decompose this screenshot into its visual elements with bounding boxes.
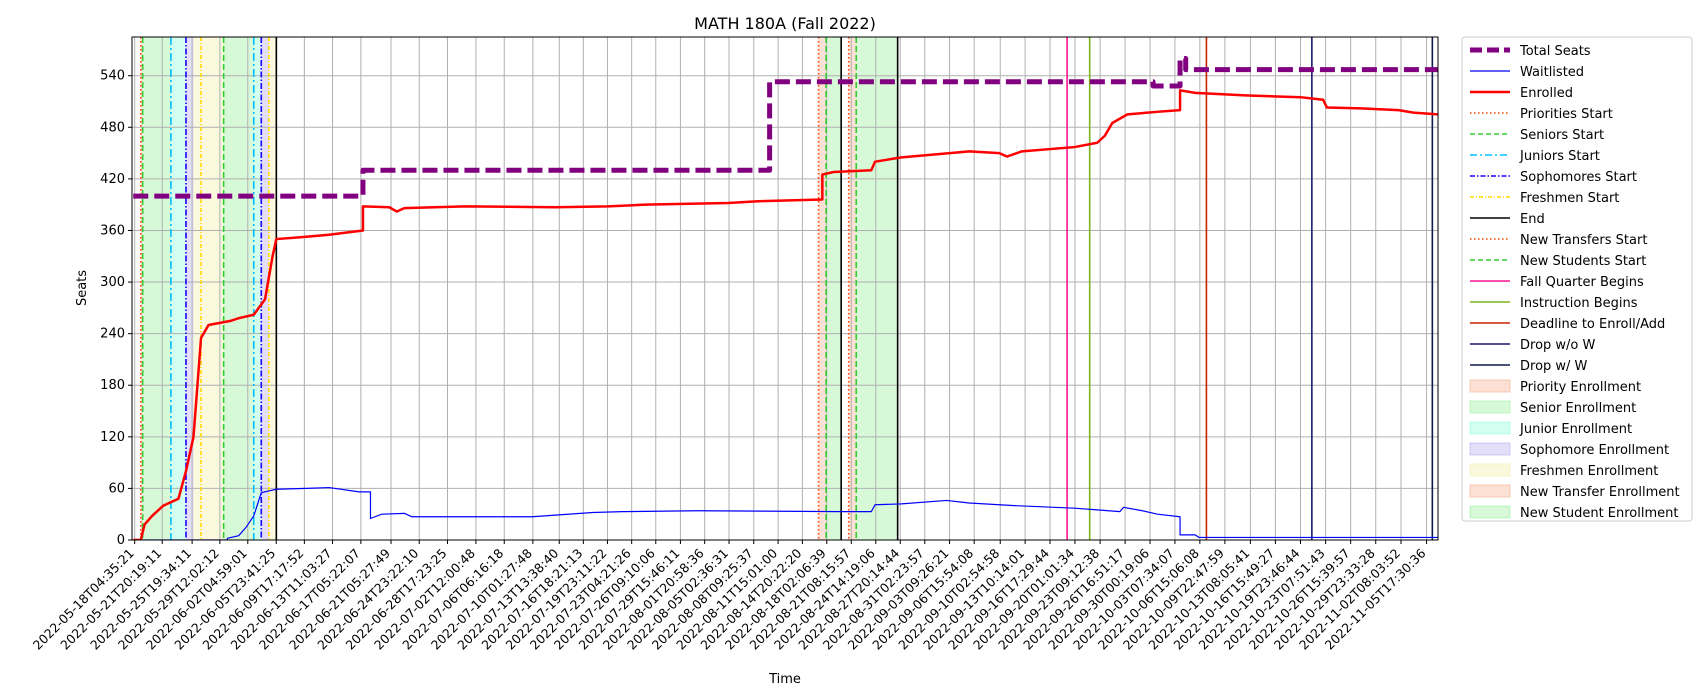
grid — [132, 37, 1438, 540]
y-tick-label: 240 — [100, 327, 125, 342]
legend-label: Sophomores Start — [1520, 170, 1637, 185]
legend-item-new-students-start: New Students Start — [1470, 254, 1646, 269]
junior-enrollment-span — [170, 37, 186, 540]
x-axis-label: Time — [768, 672, 801, 687]
legend-item-freshmen-enrollment: Freshmen Enrollment — [1469, 463, 1658, 479]
legend-label: Senior Enrollment — [1520, 401, 1636, 416]
legend-item-total-seats: Total Seats — [1470, 44, 1591, 59]
legend-label: Freshmen Start — [1520, 191, 1619, 206]
legend-item-priority-enrollment: Priority Enrollment — [1469, 379, 1641, 395]
legend-item-juniors-start: Juniors Start — [1470, 149, 1600, 164]
priority-enrollment-span — [140, 37, 143, 540]
legend-swatch — [1469, 463, 1511, 477]
legend-label: Waitlisted — [1520, 65, 1584, 80]
legend-item-waitlisted: Waitlisted — [1470, 65, 1584, 80]
legend: Total Seats Waitlisted Enrolled Priorities … — [1461, 36, 1693, 522]
legend-label: New Student Enrollment — [1520, 506, 1678, 521]
legend-item-drop-w-o-w: Drop w/o W — [1470, 338, 1596, 353]
legend-item-sophomore-enrollment: Sophomore Enrollment — [1469, 442, 1669, 458]
legend-swatch — [1469, 442, 1511, 456]
senior-enrollment-span — [142, 37, 171, 540]
legend-label: Drop w/ W — [1520, 359, 1588, 374]
legend-swatch — [1469, 400, 1511, 414]
legend-label: Seniors Start — [1520, 128, 1604, 143]
sophomore-enrollment-span — [261, 37, 269, 540]
legend-item-senior-enrollment: Senior Enrollment — [1469, 400, 1636, 416]
y-tick-label: 420 — [100, 172, 125, 187]
legend-label: Deadline to Enroll/Add — [1520, 317, 1665, 332]
y-tick-label: 0 — [117, 533, 125, 548]
senior-enrollment-span — [223, 37, 254, 540]
junior-enrollment-span — [253, 37, 262, 540]
legend-item-fall-quarter-begins: Fall Quarter Begins — [1470, 275, 1644, 290]
legend-item-seniors-start: Seniors Start — [1470, 128, 1604, 143]
legend-item-junior-enrollment: Junior Enrollment — [1469, 421, 1632, 437]
sophomore-enrollment-span — [185, 37, 194, 540]
legend-label: Priority Enrollment — [1520, 380, 1641, 395]
y-axis: 0 60 120 180 240 300 360 420 480 540 — [100, 69, 132, 548]
legend-item-drop-w-w: Drop w/ W — [1470, 359, 1588, 374]
y-tick-label: 120 — [100, 430, 125, 445]
legend-label: Drop w/o W — [1520, 338, 1596, 353]
legend-box — [1461, 36, 1693, 522]
legend-label: End — [1520, 212, 1545, 227]
legend-item-new-transfer-enrollment: New Transfer Enrollment — [1469, 484, 1680, 500]
legend-label: New Students Start — [1520, 254, 1646, 269]
legend-item-new-transfers-start: New Transfers Start — [1470, 233, 1647, 248]
shaded-periods — [140, 37, 898, 540]
legend-item-priorities-start: Priorities Start — [1470, 107, 1613, 122]
legend-swatch — [1469, 421, 1511, 435]
enrolled-series — [133, 89, 1438, 540]
new-student-enrollment-span — [856, 37, 898, 540]
legend-swatch — [1469, 379, 1511, 393]
freshmen-enrollment-span — [193, 37, 224, 540]
y-axis-label: Seats — [75, 270, 90, 306]
waitlisted-series — [133, 486, 1438, 540]
y-tick-label: 60 — [108, 481, 125, 496]
total-seats-series — [133, 56, 1438, 199]
event-lines — [139, 37, 1434, 540]
y-tick-label: 480 — [100, 120, 125, 135]
y-tick-label: 300 — [100, 275, 125, 290]
legend-label: Total Seats — [1519, 44, 1591, 59]
legend-label: New Transfers Start — [1520, 233, 1647, 248]
y-tick-label: 360 — [100, 223, 125, 238]
new-student-enrollment-span — [826, 37, 842, 540]
legend-item-enrolled: Enrolled — [1470, 86, 1573, 101]
legend-label: Instruction Begins — [1520, 296, 1638, 311]
plot-frame — [131, 36, 1439, 541]
legend-item-sophomores-start: Sophomores Start — [1470, 170, 1637, 185]
legend-label: Priorities Start — [1520, 107, 1613, 122]
legend-label: Fall Quarter Begins — [1520, 275, 1644, 290]
legend-item-instruction-begins: Instruction Begins — [1470, 296, 1638, 311]
legend-label: New Transfer Enrollment — [1520, 485, 1680, 500]
new-transfer-enrollment-span — [848, 37, 857, 540]
freshmen-enrollment-span — [268, 37, 277, 540]
legend-item-end: End — [1470, 212, 1545, 227]
legend-swatch — [1469, 484, 1511, 498]
legend-label: Enrolled — [1520, 86, 1573, 101]
legend-label: Junior Enrollment — [1519, 422, 1632, 437]
new-transfer-enrollment-span — [818, 37, 827, 540]
chart-title: MATH 180A (Fall 2022) — [694, 14, 876, 33]
legend-swatch — [1469, 505, 1511, 519]
series-lines — [133, 56, 1438, 540]
legend-label: Freshmen Enrollment — [1520, 464, 1658, 479]
y-tick-label: 540 — [100, 69, 125, 84]
legend-item-freshmen-start: Freshmen Start — [1470, 191, 1619, 206]
y-tick-label: 180 — [100, 378, 125, 393]
legend-label: Juniors Start — [1519, 149, 1600, 164]
legend-item-deadline-to-enroll-add: Deadline to Enroll/Add — [1470, 317, 1665, 332]
legend-item-new-student-enrollment: New Student Enrollment — [1469, 505, 1678, 521]
legend-label: Sophomore Enrollment — [1520, 443, 1669, 458]
